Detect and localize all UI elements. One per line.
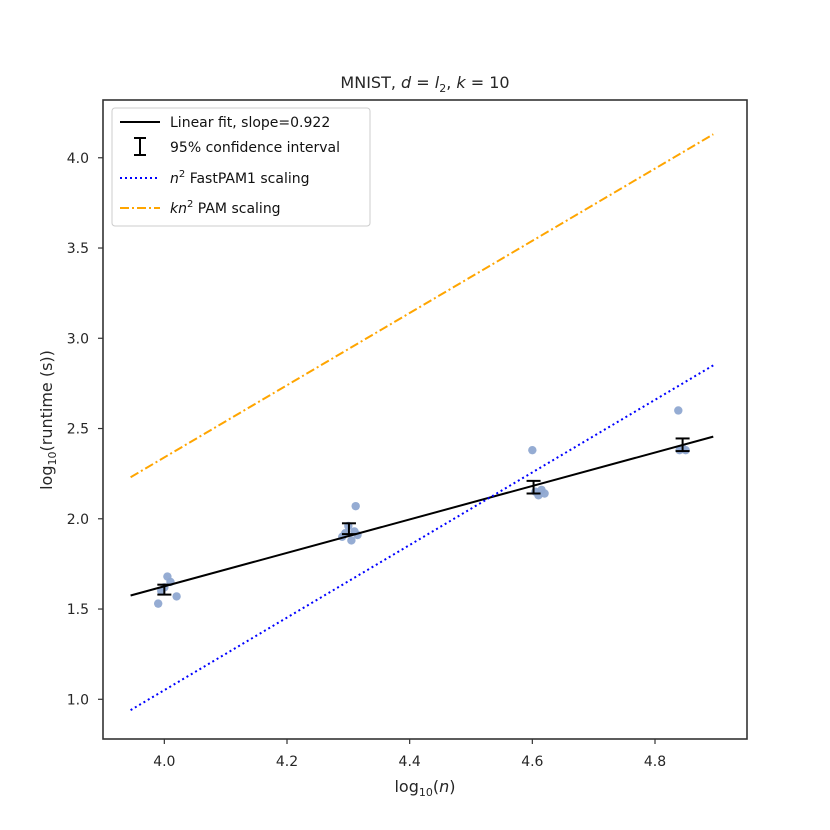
y-tick-label: 2.5 <box>67 422 89 438</box>
confidence-interval-errorbar <box>157 583 172 596</box>
legend-kn2-label: kn2 PAM scaling <box>170 199 281 217</box>
scatter-point <box>172 592 181 601</box>
x-tick-label: 4.6 <box>521 754 543 770</box>
data-series-layer <box>130 133 714 711</box>
scatter-point <box>154 599 163 608</box>
plot-frame <box>102 99 748 740</box>
scatter-point <box>674 406 683 415</box>
legend-fit-label: Linear fit, slope=0.922 <box>170 115 330 131</box>
x-tick-label: 4.2 <box>276 754 298 770</box>
kn2-pam-scaling-line <box>130 133 714 479</box>
scatter-point <box>528 445 537 455</box>
y-tick-label: 4.0 <box>67 151 89 167</box>
x-tick-label: 4.8 <box>644 754 666 770</box>
n2-fastpam1-scaling-line <box>130 364 714 711</box>
confidence-interval-errorbar <box>341 522 356 536</box>
confidence-interval-errorbar <box>675 437 690 453</box>
confidence-interval-errorbar <box>526 479 541 495</box>
y-tick-label: 2.0 <box>67 512 89 528</box>
y-tick-label: 3.0 <box>67 331 89 347</box>
x-tick-label: 4.0 <box>153 754 175 770</box>
legend-n2-label: n2 FastPAM1 scaling <box>170 169 310 187</box>
legend: Linear fit, slope=0.922 95% confidence i… <box>111 107 371 227</box>
scatter-point <box>347 536 356 545</box>
scatter-point <box>540 489 549 498</box>
legend-ci-marker <box>134 137 146 156</box>
scatter-point <box>351 501 360 511</box>
linear-fit-line <box>130 435 714 597</box>
y-tick-label: 1.5 <box>67 602 89 618</box>
legend-box <box>111 107 371 227</box>
x-tick-label: 4.4 <box>399 754 421 770</box>
y-axis-label: log10(runtime (s)) <box>37 350 59 490</box>
y-tick-label: 1.0 <box>67 692 89 708</box>
y-tick-label: 3.5 <box>67 241 89 257</box>
legend-ci-label: 95% confidence interval <box>170 140 340 156</box>
chart-title: MNIST, d = l2, k = 10 <box>340 73 509 95</box>
axis-ticks-layer: 4.0 4.2 4.4 4.6 4.8 1.0 1.5 2.0 2.5 3.0 3.5 4.0 <box>67 151 666 770</box>
x-axis-label: log10(n) <box>394 777 455 799</box>
